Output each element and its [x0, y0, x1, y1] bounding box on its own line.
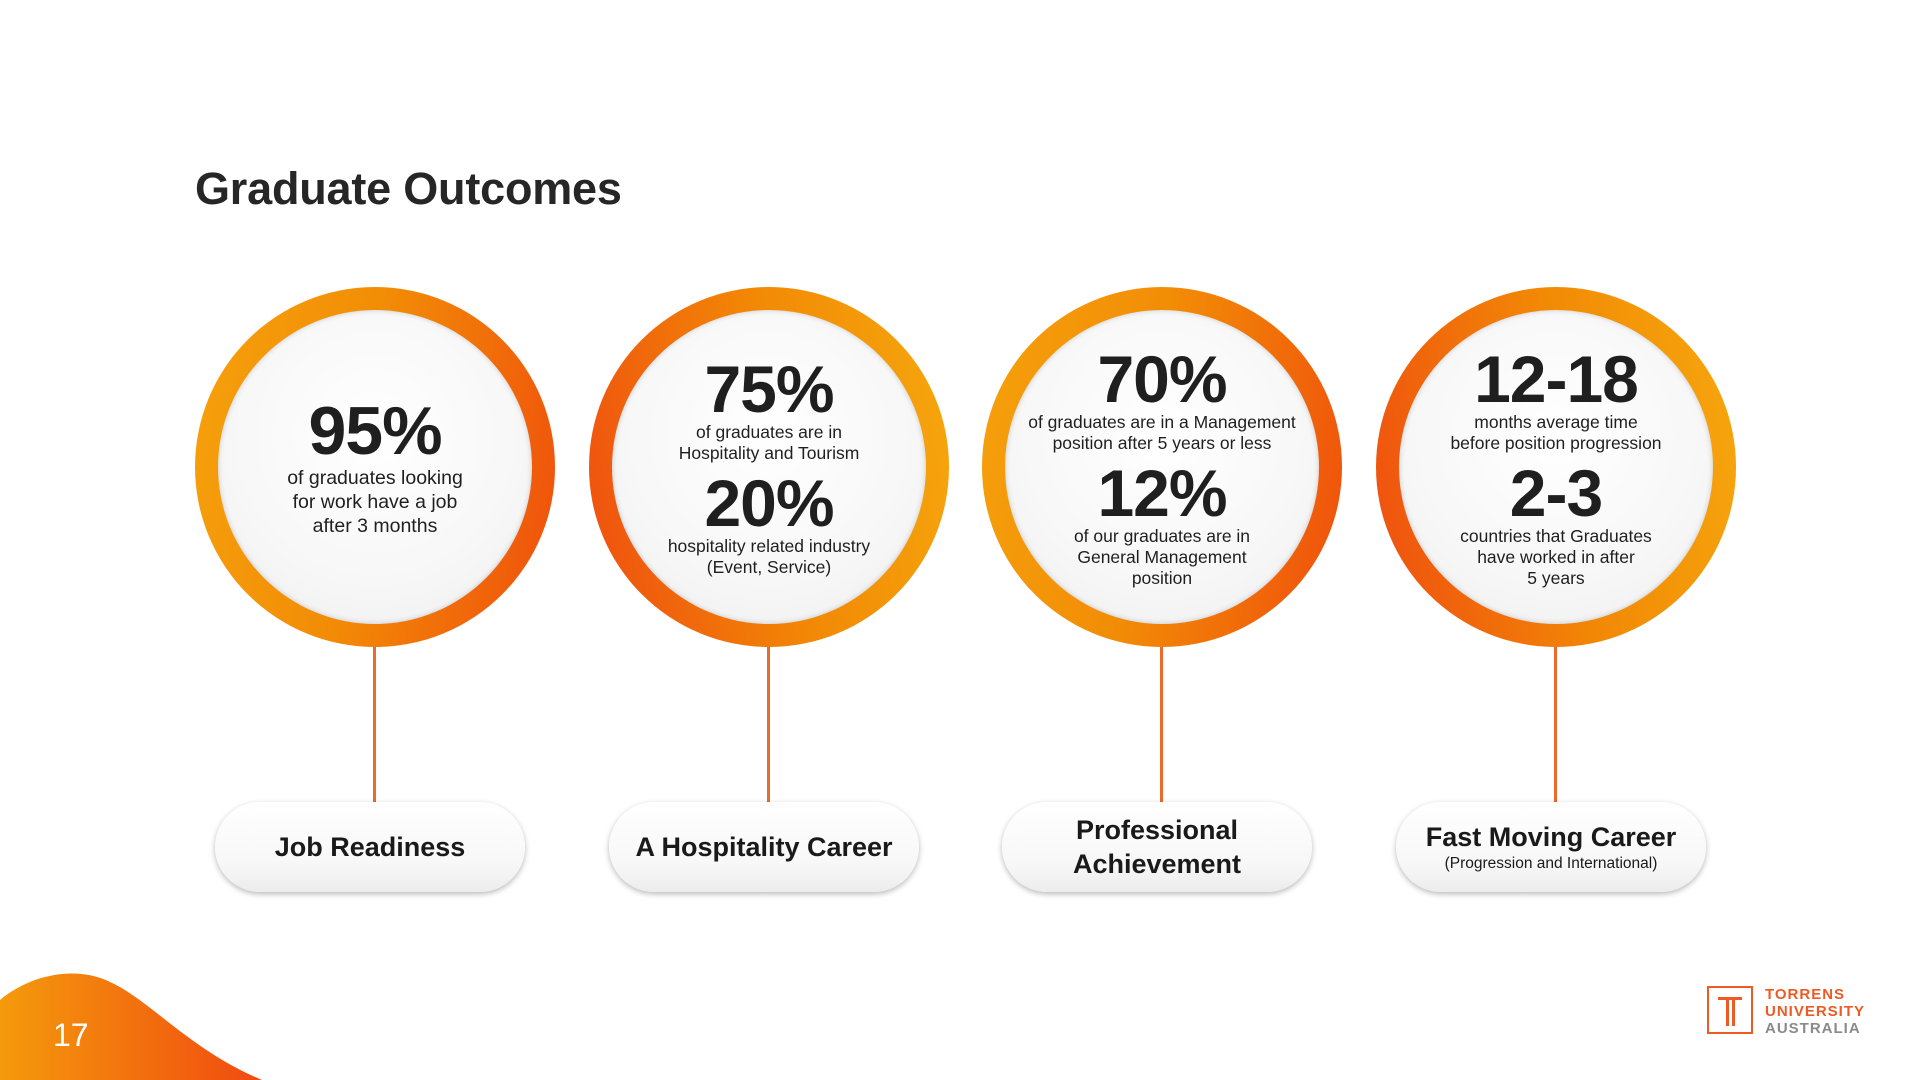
stat-value: 20%: [704, 466, 834, 540]
stat-description: hospitality related industry (Event, Ser…: [667, 536, 871, 577]
slide-title: Graduate Outcomes: [195, 163, 622, 214]
stat-description: months average time before position prog…: [1450, 411, 1662, 453]
connector-line: [767, 647, 770, 802]
torrens-t-logo-icon: [1707, 986, 1753, 1034]
category-title: Job Readiness: [274, 832, 466, 862]
logo-line: UNIVERSITY: [1765, 1003, 1866, 1020]
stat-description: of graduates are in Hospitality and Tour…: [678, 422, 860, 463]
stat-block: 95% of graduates looking for work have a…: [287, 396, 463, 538]
corner-wave-decoration: [0, 973, 262, 1080]
category-title: Professional Achievement: [1072, 815, 1242, 879]
stat-circle: 12-18 months average time before positio…: [1399, 310, 1713, 624]
stat-block: 70% of graduates are in a Management pos…: [1028, 346, 1296, 454]
category-subtitle: (Progression and International): [1444, 855, 1658, 872]
logo-line: TORRENS: [1765, 986, 1846, 1003]
category-pill: Fast Moving Career (Progression and Inte…: [1396, 802, 1706, 892]
outcome-column-fast-moving-career: 12-18 months average time before positio…: [1376, 287, 1736, 897]
stat-description: of our graduates are in General Manageme…: [1073, 525, 1251, 588]
stat-value: 2-3: [1509, 455, 1603, 530]
connector-line: [373, 647, 376, 802]
torrens-university-logo: TORRENS UNIVERSITY AUSTRALIA: [1707, 983, 1887, 1039]
stat-block: 12% of our graduates are in General Mana…: [1074, 460, 1250, 589]
stat-block: 75% of graduates are in Hospitality and …: [679, 356, 860, 464]
stat-circle: 75% of graduates are in Hospitality and …: [612, 310, 926, 624]
category-title: Fast Moving Career: [1425, 822, 1677, 852]
stat-description: of graduates are in a Management positio…: [1028, 411, 1296, 453]
stat-description: countries that Graduates have worked in …: [1460, 525, 1652, 588]
stat-ring: 95% of graduates looking for work have a…: [195, 287, 555, 647]
stat-circle: 95% of graduates looking for work have a…: [218, 310, 532, 624]
stat-value: 70%: [1097, 341, 1227, 416]
logo-wordmark: TORRENS UNIVERSITY AUSTRALIA: [1765, 986, 1865, 1037]
stat-ring: 75% of graduates are in Hospitality and …: [589, 287, 949, 647]
stat-ring: 12-18 months average time before positio…: [1376, 287, 1736, 647]
stat-value: 12%: [1097, 455, 1227, 530]
connector-line: [1160, 647, 1163, 802]
category-pill: A Hospitality Career: [609, 802, 919, 892]
stat-description: of graduates looking for work have a job…: [287, 467, 463, 537]
category-pill: Professional Achievement: [1002, 802, 1312, 892]
stat-ring: 70% of graduates are in a Management pos…: [982, 287, 1342, 647]
stat-block: 12-18 months average time before positio…: [1450, 346, 1661, 454]
outcome-column-hospitality-career: 75% of graduates are in Hospitality and …: [589, 287, 949, 897]
category-pill: Job Readiness: [215, 802, 525, 892]
stat-value: 12-18: [1474, 341, 1639, 416]
outcome-column-job-readiness: 95% of graduates looking for work have a…: [195, 287, 555, 897]
stat-block: 2-3 countries that Graduates have worked…: [1460, 460, 1652, 589]
stat-block: 20% hospitality related industry (Event,…: [668, 470, 870, 578]
category-title: A Hospitality Career: [635, 832, 893, 862]
stat-circle: 70% of graduates are in a Management pos…: [1005, 310, 1319, 624]
connector-line: [1554, 647, 1557, 802]
page-number: 17: [53, 1017, 89, 1053]
outcome-column-professional-achievement: 70% of graduates are in a Management pos…: [982, 287, 1342, 897]
stat-value: 75%: [704, 352, 834, 426]
stat-value: 95%: [308, 393, 442, 469]
logo-line: AUSTRALIA: [1765, 1020, 1861, 1037]
